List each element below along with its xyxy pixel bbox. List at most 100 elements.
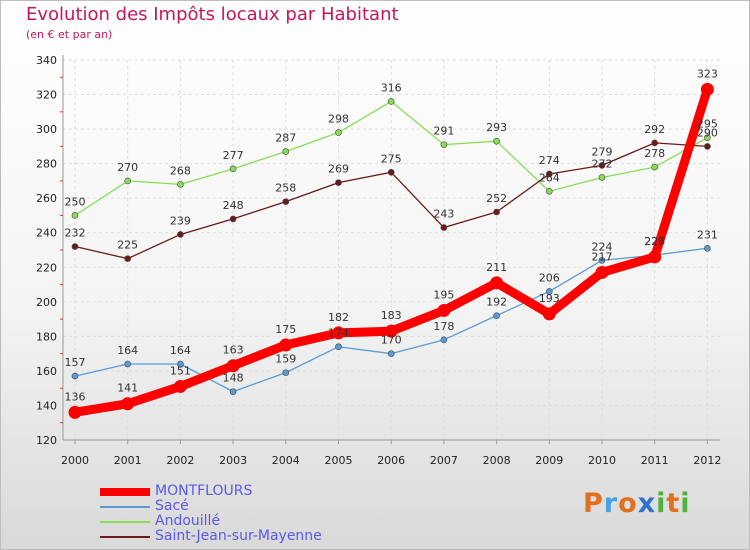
data-label-2: 250 xyxy=(65,195,86,208)
data-point-1 xyxy=(440,336,448,344)
data-point-3 xyxy=(335,179,342,186)
data-label-2: 277 xyxy=(223,149,244,162)
data-point-0 xyxy=(384,324,398,338)
data-point-0 xyxy=(173,379,187,393)
data-label-0: 141 xyxy=(117,382,138,395)
data-point-0 xyxy=(595,265,609,279)
data-label-1: 206 xyxy=(539,271,560,284)
data-point-1 xyxy=(598,257,606,264)
legend-swatch-sace xyxy=(100,506,150,508)
data-label-3: 225 xyxy=(117,239,138,252)
data-label-2: 293 xyxy=(486,121,507,134)
logo-letter: P xyxy=(583,488,604,519)
data-point-2 xyxy=(229,165,237,173)
x-tick-label: 2004 xyxy=(272,454,300,467)
data-point-2 xyxy=(124,177,131,185)
data-label-3: 239 xyxy=(170,214,191,227)
data-point-2 xyxy=(282,148,290,155)
data-label-1: 148 xyxy=(223,372,244,385)
data-point-3 xyxy=(177,231,184,238)
data-label-1: 174 xyxy=(328,327,349,340)
logo-letter: x xyxy=(637,488,657,519)
x-tick-label: 2012 xyxy=(693,454,721,467)
data-point-3 xyxy=(282,198,290,205)
data-point-3 xyxy=(440,224,448,231)
data-point-1 xyxy=(177,360,184,368)
data-point-1 xyxy=(124,360,131,368)
data-point-1 xyxy=(71,372,79,380)
y-tick-label: 280 xyxy=(36,158,57,171)
data-label-1: 157 xyxy=(65,356,86,369)
y-tick-label: 180 xyxy=(36,330,57,343)
data-label-3: 252 xyxy=(486,192,507,205)
data-point-1 xyxy=(282,369,290,376)
data-label-3: 292 xyxy=(644,123,665,136)
data-label-1: 159 xyxy=(275,353,296,366)
data-label-3: 269 xyxy=(328,163,349,176)
data-point-3 xyxy=(598,162,606,169)
data-label-0: 217 xyxy=(592,250,613,263)
data-label-1: 227 xyxy=(644,235,665,248)
y-tick-label: 320 xyxy=(36,89,57,102)
data-label-2: 278 xyxy=(644,147,665,160)
data-label-1: 164 xyxy=(117,344,138,357)
data-point-1 xyxy=(387,350,395,357)
y-tick-label: 120 xyxy=(36,434,57,447)
data-point-1 xyxy=(493,312,500,319)
data-label-1: 231 xyxy=(697,228,718,241)
grid xyxy=(63,59,720,441)
data-point-1 xyxy=(229,388,237,395)
x-tick-label: 2005 xyxy=(325,454,353,467)
data-label-1: 224 xyxy=(592,240,613,253)
data-label-2: 268 xyxy=(170,164,191,177)
data-label-2: 272 xyxy=(592,157,613,170)
data-point-2 xyxy=(335,129,342,136)
legend-label-saint-jean: Saint-Jean-sur-Mayenne xyxy=(155,528,322,544)
data-point-3 xyxy=(704,143,711,150)
data-point-1 xyxy=(335,343,342,351)
legend-swatch-saint-jean xyxy=(100,536,150,538)
data-point-0 xyxy=(700,82,714,96)
data-point-0 xyxy=(68,405,82,419)
data-label-3: 248 xyxy=(223,199,244,212)
data-label-0: 211 xyxy=(486,261,507,274)
data-label-0: 175 xyxy=(275,323,296,336)
chart-subtitle: (en € et par an) xyxy=(26,28,113,41)
axes: 120 140 160 180 200 220 240 260 280 300 320 340 2000… xyxy=(36,54,721,467)
data-point-0 xyxy=(490,276,504,290)
data-point-3 xyxy=(387,168,395,176)
data-label-2: 270 xyxy=(117,161,138,174)
data-point-1 xyxy=(545,288,553,295)
x-tick-label: 2000 xyxy=(61,454,89,467)
data-label-1: 170 xyxy=(381,334,402,347)
legend-swatch-andouille xyxy=(100,521,150,523)
data-point-2 xyxy=(177,181,184,188)
legend-swatch-montflours xyxy=(100,488,150,496)
data-label-3: 232 xyxy=(65,227,86,240)
data-label-2: 287 xyxy=(275,132,296,145)
data-label-2: 264 xyxy=(539,171,560,184)
data-label-0: 226 xyxy=(644,235,665,248)
data-label-2: 316 xyxy=(381,81,402,94)
data-point-2 xyxy=(440,141,448,148)
data-point-2 xyxy=(651,163,659,171)
data-label-3: 290 xyxy=(697,126,718,139)
data-label-0: 193 xyxy=(539,292,560,305)
y-tick-label: 300 xyxy=(36,123,57,136)
data-label-0: 182 xyxy=(328,311,349,324)
x-tick-label: 2008 xyxy=(483,454,511,467)
x-tick-label: 2011 xyxy=(641,454,669,467)
data-point-0 xyxy=(437,303,451,317)
data-point-0 xyxy=(226,359,240,373)
legend-label-sace: Sacé xyxy=(155,498,189,514)
data-point-2 xyxy=(493,137,500,145)
legend-label-andouille: Andouillé xyxy=(155,513,221,529)
y-tick-label: 160 xyxy=(36,365,57,378)
data-label-0: 323 xyxy=(697,67,718,80)
y-tick-label: 340 xyxy=(36,54,57,67)
data-label-3: 243 xyxy=(433,208,454,221)
series-group xyxy=(68,82,714,419)
data-label-3: 275 xyxy=(381,152,402,165)
